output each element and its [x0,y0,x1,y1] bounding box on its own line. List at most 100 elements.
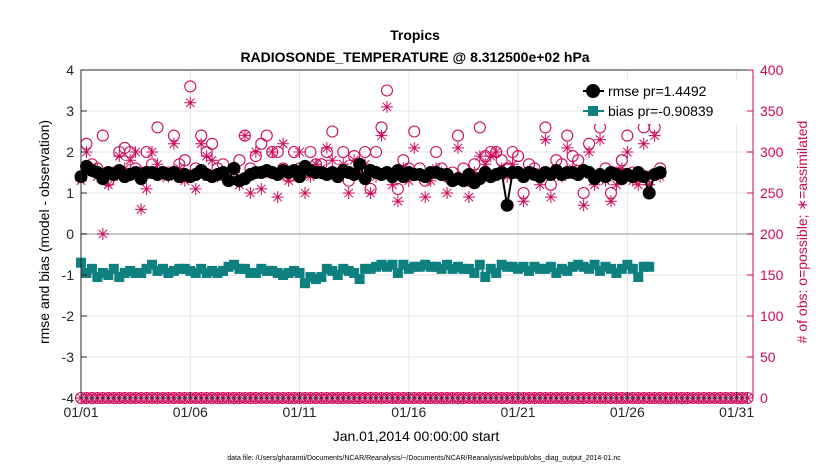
obs-assimilated-point [643,178,656,191]
bias-point [595,265,606,276]
bias-point [81,267,92,278]
chart-title: Tropics [390,27,440,43]
rmse-point [637,170,651,184]
obs-assimilated-point [506,158,519,171]
bias-point [272,267,283,278]
bias-point [136,267,147,278]
bias-point [611,267,622,278]
obs-assimilated-point [451,141,464,154]
y-left-tick-label: -4 [62,390,75,406]
obs-assimilated-point [277,137,290,150]
y-left-tick-label: 3 [66,103,74,119]
y-left-tick-label: -1 [62,267,75,283]
obs-assimilated-point [604,195,617,208]
obs-possible-point [408,125,421,138]
bias-point [125,265,136,276]
bias-point [207,265,218,276]
bias-point [442,259,453,270]
obs-assimilated-point [391,195,404,208]
obs-assimilated-point [189,182,202,195]
obs-assimilated-point [408,141,421,154]
obs-possible-point [561,129,574,142]
bias-point [398,259,409,270]
bias-point [436,263,447,274]
obs-possible-point [621,129,634,142]
obs-possible-point [206,137,219,150]
bias-point [584,263,595,274]
bias-point [349,267,360,278]
bias-point [114,272,125,283]
obs-assimilated-point [271,191,284,204]
obs-assimilated-point [244,187,257,199]
obs-assimilated-point [539,133,552,146]
bias-point [103,270,114,280]
obs-assimilated-point [326,154,339,167]
x-tick-label: 01/16 [391,404,426,420]
x-tick-label: 01/21 [501,404,536,420]
y-left-tick-label: 2 [66,144,74,160]
bias-point [540,263,551,274]
y-right-tick-label: 400 [760,62,784,78]
obs-possible-point [337,145,350,159]
obs-possible-point [512,150,525,163]
obs-assimilated-point [594,133,607,146]
bias-point [644,261,655,272]
obs-possible-point [260,129,273,142]
rmse-point [495,166,509,179]
obs-assimilated-point [561,141,574,154]
obs-assimilated-point [479,158,492,171]
obs-assimilated-point [386,178,399,191]
obs-assimilated-point [348,154,361,167]
rmse-point [293,170,307,184]
bias-point [414,261,425,272]
legend-rmse-label: rmse pr=1.4492 [608,83,707,99]
bias-point [190,267,201,278]
bias-point [452,261,463,272]
y-right-tick-label: 150 [760,267,784,283]
bias-point [458,263,469,274]
obs-assimilated-point [266,146,279,158]
bias-point [371,261,382,272]
x-tick-label: 01/01 [63,404,98,420]
rmse-point [227,161,241,175]
obs-possible-point [369,145,383,159]
bias-point [354,274,365,285]
bias-point [627,263,638,274]
bias-point [474,259,485,270]
obs-assimilated-point [184,96,197,109]
bias-point [420,259,431,270]
data-file-footnote: data file: /Users/gharamti/Documents/NCA… [227,455,621,462]
bias-point [201,267,212,278]
bias-point [496,259,507,270]
bias-point [108,263,119,274]
obs-assimilated-point [577,199,590,212]
obs-possible-point [151,121,164,134]
bias-point [212,267,223,278]
bias-point [365,263,376,274]
bias-point [360,263,371,274]
y-right-tick-label: 100 [760,308,784,324]
bias-point [562,265,573,276]
obs-assimilated-point [206,154,219,167]
bias-point [518,261,529,272]
bias-point [403,263,414,274]
obs-assimilated-point [299,187,311,199]
bias-point [152,265,163,276]
obs-assimilated-point [533,178,546,191]
bias-point [392,267,403,278]
bias-point [92,272,103,283]
bias-point [633,272,644,283]
obs-assimilated-point [167,137,180,150]
bias-point [469,267,480,278]
obs-assimilated-point [364,187,377,199]
obs-assimilated-point [129,146,142,158]
ticks: 01/01 01/06 01/11 01/16 01/21 01/26 01/3143210… [62,62,784,420]
y-right-tick-label: 0 [760,390,768,406]
obs-assimilated-point [632,178,645,191]
bias-point [529,261,540,272]
y-left-tick-label: -2 [62,308,75,324]
obs-assimilated-point [293,146,306,158]
bias-point [491,267,502,278]
obs-assimilated-point [637,137,650,150]
obs-assimilated-point [544,191,557,204]
